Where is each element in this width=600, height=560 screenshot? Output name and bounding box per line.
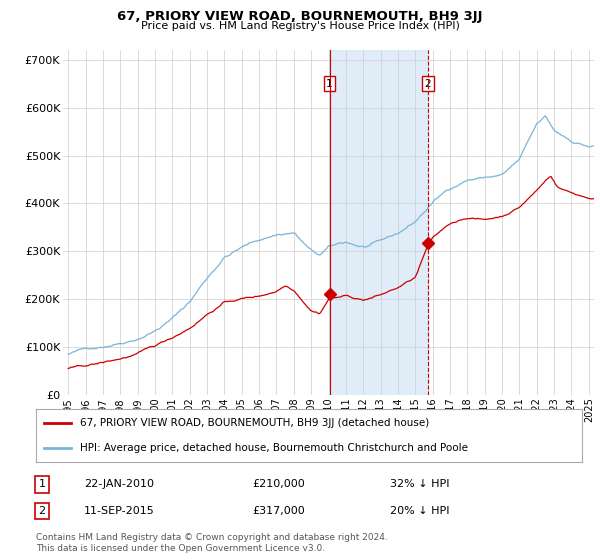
Text: 32% ↓ HPI: 32% ↓ HPI <box>390 479 449 489</box>
Text: £317,000: £317,000 <box>252 506 305 516</box>
Text: 20% ↓ HPI: 20% ↓ HPI <box>390 506 449 516</box>
Text: Price paid vs. HM Land Registry's House Price Index (HPI): Price paid vs. HM Land Registry's House … <box>140 21 460 31</box>
Text: 1: 1 <box>326 79 333 89</box>
Text: Contains HM Land Registry data © Crown copyright and database right 2024.
This d: Contains HM Land Registry data © Crown c… <box>36 533 388 553</box>
Text: 22-JAN-2010: 22-JAN-2010 <box>84 479 154 489</box>
Text: 67, PRIORY VIEW ROAD, BOURNEMOUTH, BH9 3JJ (detached house): 67, PRIORY VIEW ROAD, BOURNEMOUTH, BH9 3… <box>80 418 429 428</box>
Text: 67, PRIORY VIEW ROAD, BOURNEMOUTH, BH9 3JJ: 67, PRIORY VIEW ROAD, BOURNEMOUTH, BH9 3… <box>117 10 483 22</box>
Text: 11-SEP-2015: 11-SEP-2015 <box>84 506 155 516</box>
Bar <box>329 50 428 395</box>
Text: 2: 2 <box>424 79 431 89</box>
Text: £210,000: £210,000 <box>252 479 305 489</box>
Text: HPI: Average price, detached house, Bournemouth Christchurch and Poole: HPI: Average price, detached house, Bour… <box>80 442 467 452</box>
Text: 2: 2 <box>38 506 46 516</box>
Text: 1: 1 <box>38 479 46 489</box>
